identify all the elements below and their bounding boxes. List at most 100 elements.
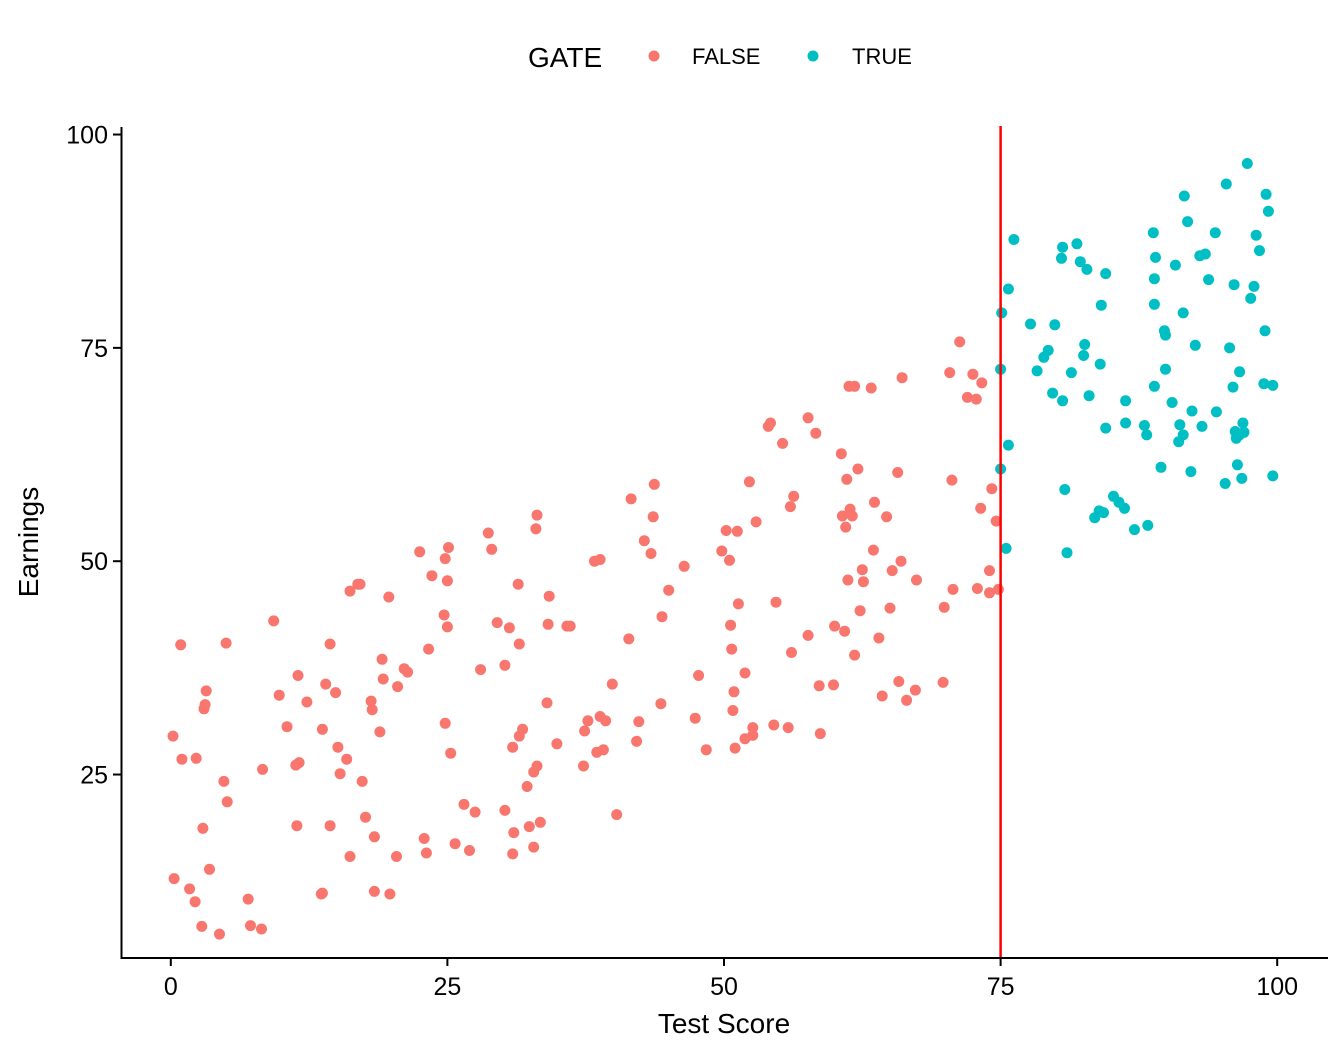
point-false-42 bbox=[354, 578, 366, 590]
point-false-61 bbox=[423, 643, 435, 655]
point-true-30 bbox=[1100, 268, 1112, 280]
point-false-73 bbox=[469, 806, 481, 818]
point-false-8 bbox=[197, 822, 209, 834]
point-false-43 bbox=[356, 775, 368, 787]
point-false-5 bbox=[189, 896, 201, 908]
point-false-162 bbox=[839, 625, 851, 637]
point-false-85 bbox=[513, 638, 525, 650]
point-false-138 bbox=[739, 667, 751, 679]
point-true-71 bbox=[1228, 279, 1240, 291]
point-false-21 bbox=[268, 615, 280, 627]
point-false-189 bbox=[911, 574, 922, 586]
point-false-184 bbox=[893, 676, 905, 687]
point-false-107 bbox=[594, 554, 606, 565]
legend-label-false: FALSE bbox=[692, 44, 760, 69]
point-false-116 bbox=[633, 716, 645, 728]
point-false-95 bbox=[534, 816, 546, 828]
point-false-4 bbox=[184, 883, 196, 895]
point-true-35 bbox=[1120, 417, 1132, 429]
point-true-59 bbox=[1186, 405, 1198, 417]
point-true-6 bbox=[1008, 234, 1020, 245]
point-true-42 bbox=[1148, 380, 1160, 392]
legend: GATE FALSE TRUE bbox=[528, 42, 912, 73]
point-false-140 bbox=[747, 722, 759, 734]
point-false-122 bbox=[656, 611, 668, 623]
point-false-185 bbox=[895, 555, 907, 567]
point-false-133 bbox=[727, 705, 739, 716]
point-false-67 bbox=[441, 621, 453, 633]
point-false-152 bbox=[788, 490, 800, 502]
point-false-66 bbox=[441, 575, 453, 587]
x-axis-title: Test Score bbox=[658, 1008, 790, 1039]
point-true-67 bbox=[1219, 478, 1231, 489]
point-true-17 bbox=[1061, 547, 1073, 559]
point-false-37 bbox=[334, 768, 346, 780]
point-false-99 bbox=[551, 738, 563, 750]
point-true-79 bbox=[1238, 426, 1250, 438]
point-false-93 bbox=[531, 760, 543, 772]
point-false-129 bbox=[720, 525, 732, 536]
point-false-59 bbox=[418, 833, 430, 844]
point-false-153 bbox=[802, 412, 814, 424]
point-false-179 bbox=[876, 690, 888, 702]
point-false-44 bbox=[360, 811, 371, 823]
point-false-38 bbox=[341, 753, 353, 765]
point-true-38 bbox=[1138, 420, 1150, 431]
point-false-160 bbox=[835, 448, 847, 460]
point-false-17 bbox=[242, 893, 254, 905]
point-false-19 bbox=[256, 923, 267, 935]
point-false-72 bbox=[464, 845, 475, 856]
point-false-39 bbox=[344, 851, 356, 862]
point-true-88 bbox=[1262, 205, 1274, 217]
point-false-34 bbox=[324, 638, 336, 650]
y-tick-label-25: 25 bbox=[80, 762, 108, 790]
point-false-199 bbox=[971, 583, 983, 594]
point-false-175 bbox=[865, 382, 877, 394]
point-false-83 bbox=[507, 848, 519, 860]
point-true-83 bbox=[1250, 229, 1262, 241]
x-axis-ticks: 0 25 50 75 100 bbox=[164, 958, 1298, 1001]
point-true-39 bbox=[1141, 429, 1153, 441]
point-true-12 bbox=[1049, 319, 1061, 331]
point-true-10 bbox=[1042, 344, 1054, 356]
point-true-74 bbox=[1231, 459, 1243, 471]
point-false-157 bbox=[814, 728, 826, 740]
point-false-148 bbox=[777, 437, 789, 449]
point-true-34 bbox=[1119, 502, 1130, 514]
point-false-47 bbox=[368, 831, 380, 843]
point-false-150 bbox=[784, 501, 796, 513]
point-false-111 bbox=[606, 678, 618, 690]
point-true-53 bbox=[1174, 419, 1186, 431]
point-true-64 bbox=[1203, 274, 1215, 286]
point-false-130 bbox=[724, 554, 735, 566]
point-true-23 bbox=[1081, 263, 1093, 275]
point-false-161 bbox=[836, 510, 848, 522]
point-false-77 bbox=[491, 617, 503, 629]
legend-marker-false bbox=[648, 50, 660, 62]
point-false-119 bbox=[647, 511, 659, 523]
point-false-171 bbox=[852, 463, 864, 475]
point-false-91 bbox=[528, 841, 540, 853]
point-false-97 bbox=[542, 618, 554, 630]
point-false-14 bbox=[218, 775, 230, 787]
point-true-18 bbox=[1065, 367, 1077, 379]
point-false-49 bbox=[374, 726, 386, 738]
point-false-128 bbox=[716, 545, 728, 557]
point-false-131 bbox=[725, 619, 737, 631]
point-false-173 bbox=[856, 564, 868, 576]
point-false-94 bbox=[531, 509, 543, 521]
point-false-172 bbox=[854, 605, 866, 617]
point-true-77 bbox=[1236, 472, 1248, 484]
point-false-165 bbox=[842, 574, 854, 586]
point-false-143 bbox=[743, 476, 755, 488]
point-false-180 bbox=[881, 511, 893, 523]
point-true-49 bbox=[1160, 363, 1171, 375]
point-true-55 bbox=[1177, 429, 1189, 441]
point-true-14 bbox=[1057, 241, 1069, 253]
point-true-41 bbox=[1147, 227, 1159, 239]
point-false-170 bbox=[849, 649, 861, 661]
point-true-78 bbox=[1237, 417, 1249, 429]
point-false-15 bbox=[220, 637, 232, 649]
point-false-145 bbox=[765, 417, 776, 429]
point-false-40 bbox=[344, 585, 356, 597]
